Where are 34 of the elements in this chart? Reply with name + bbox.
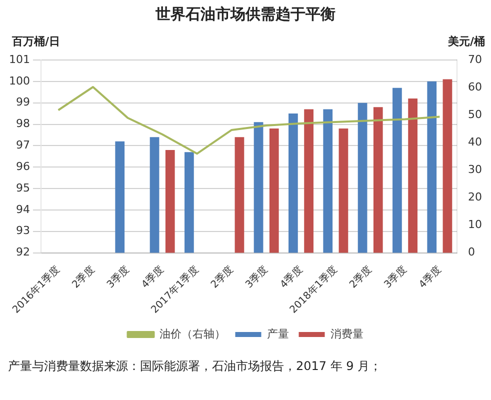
y-tick-label: 93 xyxy=(16,224,30,238)
x-tick-label: 3季度 xyxy=(243,264,270,291)
y-tick-label: 98 xyxy=(16,117,30,130)
y-tick-label: 94 xyxy=(16,202,30,216)
y-tick-label: 100 xyxy=(8,74,30,88)
x-tick-label: 2季度 xyxy=(70,264,97,291)
legend-label: 产量 xyxy=(266,327,289,340)
y2-tick-label: 70 xyxy=(468,52,482,66)
x-tick-label: 2季度 xyxy=(208,264,236,291)
x-tick-label: 4季度 xyxy=(416,264,444,291)
y2-tick-label: 0 xyxy=(468,246,476,259)
y2-tick-label: 50 xyxy=(468,108,482,121)
x-tick-label: 2季度 xyxy=(347,264,374,291)
x-tick-label: 3季度 xyxy=(104,264,132,291)
chart-title: 世界石油市场供需趋于平衡 xyxy=(154,4,336,23)
y-tick-label: 97 xyxy=(16,138,30,152)
legend-label: 油价（右轴） xyxy=(159,327,226,340)
legend-label: 消费量 xyxy=(330,327,364,340)
x-tick-label: 4季度 xyxy=(139,264,166,291)
y2-axis-title: 美元/桶 xyxy=(446,34,485,48)
y-tick-label: 96 xyxy=(16,160,30,173)
y-tick-label: 92 xyxy=(16,246,30,259)
text: 产量与消费量数据来源：国际能源署，石油市场报告，2017 年 9 月； xyxy=(7,358,383,375)
x-tick-label: 3季度 xyxy=(382,264,409,291)
y2-tick-label: 40 xyxy=(468,135,482,148)
y2-tick-label: 10 xyxy=(468,218,482,232)
y-tick-label: 101 xyxy=(8,52,30,66)
y2-tick-label: 20 xyxy=(468,190,482,204)
y-axis-title: 百万桶/日 xyxy=(11,34,60,48)
x-tick-label: 4季度 xyxy=(278,264,305,291)
y2-tick-label: 30 xyxy=(468,163,482,176)
y2-tick-label: 60 xyxy=(468,80,482,94)
y-tick-label: 99 xyxy=(16,96,30,109)
y-tick-label: 95 xyxy=(16,181,30,194)
